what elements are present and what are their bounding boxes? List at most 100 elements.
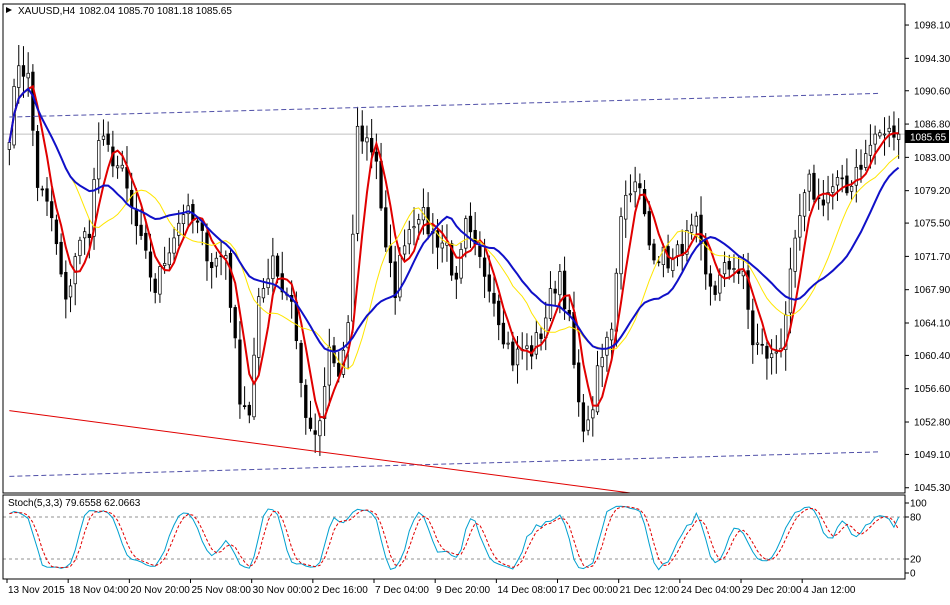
candle	[548, 271, 553, 322]
price-axis-label: 1090.60	[914, 86, 950, 97]
candle-body	[826, 192, 830, 204]
candle-body	[35, 131, 40, 188]
price-axis-label: 1067.90	[914, 285, 950, 296]
price-axis-label: 1052.80	[914, 418, 950, 429]
candle	[835, 170, 840, 201]
candle-body	[304, 384, 308, 418]
candle-body	[722, 262, 727, 275]
candle	[101, 119, 106, 146]
candle-body	[275, 255, 280, 277]
candle-body	[562, 270, 567, 310]
candle	[134, 188, 139, 245]
candle-body	[139, 224, 143, 236]
stochastic-pane[interactable]: 13 Nov 2015 18 Nov 04:00 20 Nov 20:00 25 No…	[3, 499, 927, 597]
candle	[50, 188, 54, 232]
price-axis-label: 1079.20	[914, 186, 950, 197]
candle	[699, 196, 703, 261]
candle-body	[605, 336, 609, 356]
time-axis-label: 18 Nov 04:00	[69, 585, 129, 596]
time-axis-label: 13 Nov 2015	[8, 585, 65, 596]
price-axis-label: 1045.30	[914, 483, 950, 494]
candle	[746, 252, 750, 329]
candle-body	[732, 268, 736, 270]
candle-body	[115, 165, 120, 169]
candle	[374, 133, 379, 180]
price-pane[interactable]: 1098.10 1094.30 1090.60 1086.80 1083.00 1079.…	[3, 21, 950, 495]
candle	[191, 199, 195, 234]
candle-body	[271, 255, 275, 279]
candle	[459, 242, 463, 284]
candle	[402, 229, 407, 263]
candle-body	[864, 153, 868, 168]
candle	[572, 291, 576, 369]
candle	[802, 189, 807, 232]
candle	[534, 320, 538, 360]
candle-body	[713, 285, 717, 295]
candle-body	[158, 266, 162, 295]
candle-body	[751, 310, 755, 346]
candle-body	[308, 417, 313, 429]
candle-body	[812, 172, 816, 200]
candle	[158, 262, 162, 303]
candle-body	[7, 142, 12, 150]
candle	[17, 44, 21, 104]
candle	[21, 46, 26, 98]
candle-body	[769, 353, 774, 359]
candle	[864, 139, 868, 171]
candle	[360, 110, 364, 154]
candle	[628, 174, 633, 203]
candle	[275, 253, 280, 284]
candle	[708, 265, 713, 306]
candle-body	[388, 245, 393, 264]
time-axis-label: 4 Jan 12:00	[803, 585, 856, 596]
candle	[388, 224, 393, 278]
candle	[694, 211, 698, 243]
candle	[228, 249, 233, 323]
candle	[186, 193, 190, 227]
candle-body	[859, 164, 863, 170]
candle-body	[788, 268, 793, 314]
candle	[713, 280, 717, 301]
candle-body	[322, 386, 327, 419]
candle-body	[821, 199, 826, 206]
candle	[148, 233, 153, 292]
candle-body	[868, 144, 873, 156]
candle-body	[130, 189, 134, 208]
candle-body	[482, 257, 487, 277]
candle-body	[675, 244, 680, 257]
stochastic-axis-label: 80	[910, 513, 922, 524]
candle	[205, 223, 209, 281]
candle-body	[525, 345, 529, 349]
candle-body	[318, 420, 322, 437]
candle-body	[228, 252, 233, 308]
candle-body	[181, 214, 186, 225]
candle-body	[205, 232, 209, 262]
candle	[812, 164, 816, 206]
stochastic-axis-label: 20	[910, 555, 922, 566]
candle	[181, 204, 186, 239]
candle-body	[327, 346, 331, 386]
moving-average-blue-line	[8, 87, 900, 353]
candle-body	[600, 357, 604, 368]
candle-body	[252, 354, 256, 418]
current-price-badge	[905, 130, 949, 143]
candle	[511, 331, 515, 372]
candle-body	[511, 341, 515, 366]
candle-body	[233, 307, 237, 339]
candle	[153, 273, 157, 304]
candle	[426, 192, 430, 240]
time-axis-label: 21 Dec 12:00	[620, 585, 680, 596]
candle	[798, 193, 802, 251]
candle-body	[82, 231, 87, 239]
candle-body	[755, 342, 760, 345]
candle	[558, 263, 562, 314]
candle-body	[87, 233, 91, 238]
candle	[896, 118, 901, 159]
candle-body	[882, 133, 887, 136]
candle-body	[257, 296, 261, 358]
candle-body	[417, 219, 421, 225]
moving-average-yellow-line	[8, 88, 899, 370]
candle-body	[840, 177, 844, 180]
